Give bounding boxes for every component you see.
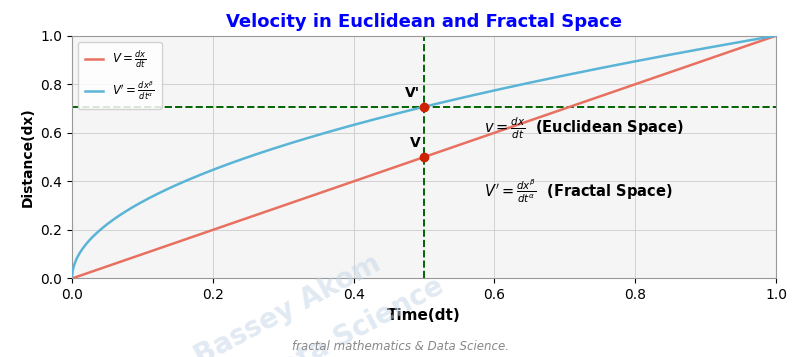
Text: Bassey Akom: Bassey Akom [190, 250, 386, 357]
X-axis label: Time(dt): Time(dt) [387, 308, 461, 323]
Text: $V' = \frac{dx^{\beta}}{dt^{\alpha}}$  (Fractal Space): $V' = \frac{dx^{\beta}}{dt^{\alpha}}$ (F… [484, 177, 672, 205]
Text: V': V' [406, 86, 421, 100]
Y-axis label: Distance(dx): Distance(dx) [21, 107, 34, 207]
Text: V: V [410, 136, 421, 150]
Title: Velocity in Euclidean and Fractal Space: Velocity in Euclidean and Fractal Space [226, 13, 622, 31]
Legend: $V = \frac{dx}{dt}$, $V' = \frac{dx^{\beta}}{dt^{\alpha}}$: $V = \frac{dx}{dt}$, $V' = \frac{dx^{\be… [78, 42, 162, 110]
Text: Data Science: Data Science [255, 272, 449, 357]
Text: fractal mathematics & Data Science.: fractal mathematics & Data Science. [291, 341, 509, 353]
Text: $v = \frac{dx}{dt}$  (Euclidean Space): $v = \frac{dx}{dt}$ (Euclidean Space) [484, 115, 683, 141]
